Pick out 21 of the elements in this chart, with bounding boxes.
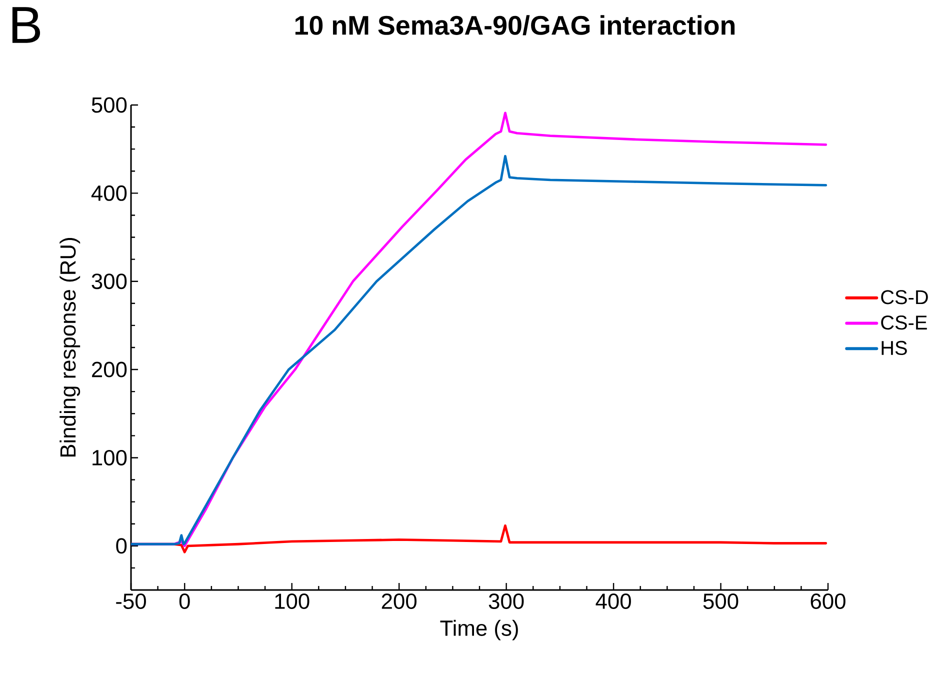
x-axis-title: Time (s): [440, 620, 518, 640]
x-tick-label: 200: [382, 593, 416, 610]
y-axis-title: Binding response (RU): [60, 238, 80, 457]
legend-label: CS-E: [881, 316, 927, 330]
y-tick-label: 400: [91, 185, 127, 201]
x-tick-label: 500: [703, 593, 738, 610]
x-tick-label: 0: [179, 593, 190, 610]
text: B: [12, 7, 40, 43]
y-tick-label: 300: [92, 274, 127, 290]
y-tick-label: 200: [92, 362, 127, 378]
y-tick-label: 0: [116, 538, 127, 554]
x-tick-label: 400: [596, 593, 631, 610]
chart-title: 10 nM Sema3A-90/GAG interaction: [295, 15, 735, 36]
y-tick-label: 100: [92, 450, 127, 466]
x-tick-label: -50: [116, 593, 146, 610]
legend-label: HS: [882, 340, 907, 356]
legend-label: CS-D: [881, 290, 928, 304]
x-tick-label: 300: [488, 593, 524, 610]
x-tick-label: 100: [275, 593, 310, 610]
x-tick-label: 600: [810, 593, 846, 610]
y-tick-label: 500: [92, 97, 127, 113]
